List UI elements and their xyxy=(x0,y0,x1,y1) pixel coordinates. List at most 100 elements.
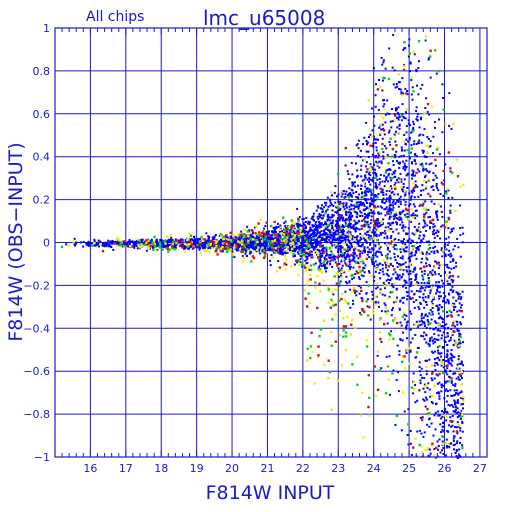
point xyxy=(420,432,423,435)
point xyxy=(452,410,455,413)
point xyxy=(279,244,283,248)
point xyxy=(457,376,460,379)
point xyxy=(357,241,360,244)
point xyxy=(339,269,342,272)
point xyxy=(310,237,313,240)
point xyxy=(461,395,464,399)
point xyxy=(306,266,309,269)
point xyxy=(315,245,318,248)
point xyxy=(380,340,383,343)
point xyxy=(452,227,455,230)
point xyxy=(334,261,337,264)
point xyxy=(371,203,374,206)
point xyxy=(371,107,374,110)
point xyxy=(425,396,427,399)
point xyxy=(266,251,269,254)
point xyxy=(277,260,280,262)
point xyxy=(355,203,358,206)
point xyxy=(386,259,389,262)
point xyxy=(406,434,409,436)
point xyxy=(371,168,374,171)
point xyxy=(373,135,375,138)
point xyxy=(172,246,175,249)
point xyxy=(358,262,361,265)
point xyxy=(437,374,439,377)
point xyxy=(399,248,402,251)
point xyxy=(386,99,389,102)
point xyxy=(363,212,366,215)
point xyxy=(320,207,323,210)
point xyxy=(251,246,254,249)
point xyxy=(392,337,395,340)
point xyxy=(418,296,421,299)
point xyxy=(269,241,273,244)
point xyxy=(203,247,206,250)
point xyxy=(420,367,423,370)
point xyxy=(351,209,354,213)
point xyxy=(113,240,116,243)
point xyxy=(413,306,416,309)
point xyxy=(305,238,308,241)
point xyxy=(382,151,385,154)
point xyxy=(314,241,317,244)
point xyxy=(380,56,383,59)
point xyxy=(357,239,360,242)
point xyxy=(378,305,380,308)
point xyxy=(296,247,299,250)
point xyxy=(459,185,462,188)
point xyxy=(290,228,293,231)
point xyxy=(277,222,279,225)
point xyxy=(317,225,320,228)
point xyxy=(445,388,448,391)
point xyxy=(379,187,383,190)
point xyxy=(417,246,420,249)
point xyxy=(353,207,356,210)
point xyxy=(327,216,330,219)
point xyxy=(458,378,461,381)
point xyxy=(344,195,347,198)
point xyxy=(119,241,122,244)
point xyxy=(429,145,432,148)
point xyxy=(323,235,326,239)
point xyxy=(249,245,252,248)
point xyxy=(355,294,358,297)
point xyxy=(341,248,345,251)
point xyxy=(330,203,333,206)
point xyxy=(320,214,322,217)
point xyxy=(446,364,449,367)
point xyxy=(281,230,283,232)
point xyxy=(310,246,313,249)
point xyxy=(402,154,405,157)
point xyxy=(196,246,199,249)
point xyxy=(378,79,380,81)
point xyxy=(105,245,108,248)
point xyxy=(274,247,278,250)
point xyxy=(116,243,118,246)
point xyxy=(434,266,437,269)
point xyxy=(334,288,337,291)
point xyxy=(435,446,438,450)
point xyxy=(267,240,270,243)
point xyxy=(136,239,139,242)
point xyxy=(444,323,446,326)
point xyxy=(409,310,412,313)
point xyxy=(442,291,445,294)
point xyxy=(340,270,343,273)
point xyxy=(430,105,433,108)
point xyxy=(309,345,313,348)
point xyxy=(405,291,408,294)
point xyxy=(432,223,435,226)
point xyxy=(398,350,401,353)
point xyxy=(325,254,328,257)
point xyxy=(379,131,382,135)
point xyxy=(341,252,344,255)
point xyxy=(319,328,323,331)
point xyxy=(447,361,450,364)
point xyxy=(393,243,396,246)
point xyxy=(254,246,257,249)
point xyxy=(420,451,423,454)
point xyxy=(462,407,464,410)
point xyxy=(133,243,136,246)
point xyxy=(446,367,449,370)
